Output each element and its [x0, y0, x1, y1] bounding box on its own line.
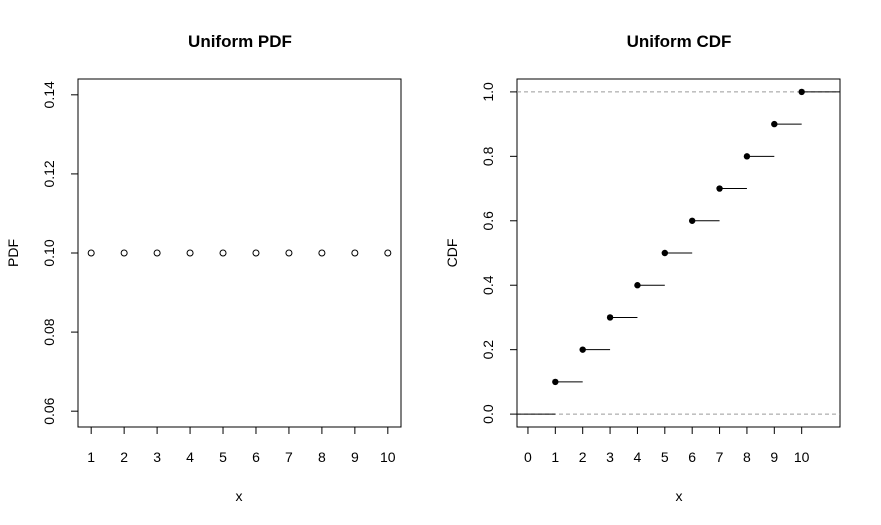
- cdf-x-axis-label: x: [676, 488, 683, 504]
- cdf-x-tick-label: 3: [606, 449, 614, 465]
- pdf-point: [186, 249, 194, 257]
- pdf-y-axis-label: PDF: [5, 239, 21, 267]
- cdf-x-tick-label: 8: [743, 449, 751, 465]
- cdf-title: Uniform CDF: [627, 32, 732, 51]
- pdf-point: [120, 249, 128, 257]
- pdf-y-tick-label: 0.14: [41, 81, 57, 108]
- pdf-point: [351, 249, 359, 257]
- pdf-y-tick-label: 0.12: [41, 160, 57, 187]
- cdf-y-axis: 0.0 0.2 0.4 0.6 0.8 1.0: [480, 82, 517, 424]
- pdf-points: [87, 249, 392, 257]
- pdf-x-tick-label: 5: [219, 449, 227, 465]
- cdf-steps: [517, 88, 840, 415]
- pdf-panel: Uniform PDF 1 2 3 4 5 6 7 8 9 10 0.06 0.08 0.10 0.12…: [5, 32, 402, 504]
- cdf-y-tick-label: 0.2: [480, 340, 496, 360]
- pdf-point: [87, 249, 95, 257]
- cdf-x-tick-label: 7: [716, 449, 724, 465]
- cdf-x-axis: 0 1 2 3 4 5 6 7 8 9 10: [524, 427, 810, 465]
- pdf-x-tick-label: 10: [380, 449, 396, 465]
- cdf-point: [661, 249, 669, 257]
- cdf-x-tick-label: 10: [794, 449, 810, 465]
- cdf-plot-box: [516, 78, 841, 428]
- cdf-y-tick-label: 0.6: [480, 211, 496, 231]
- cdf-point: [552, 378, 559, 386]
- cdf-point: [634, 282, 641, 289]
- pdf-point: [153, 249, 161, 257]
- pdf-point: [318, 249, 326, 257]
- cdf-y-axis-label: CDF: [444, 239, 460, 268]
- pdf-y-tick-label: 0.06: [41, 397, 57, 424]
- cdf-y-tick-label: 0.4: [480, 275, 496, 295]
- pdf-point: [384, 249, 392, 257]
- pdf-x-tick-label: 9: [351, 449, 359, 465]
- pdf-plot-box: [77, 78, 402, 428]
- pdf-x-tick-label: 7: [285, 449, 293, 465]
- cdf-point: [798, 88, 805, 96]
- cdf-x-tick-label: 9: [770, 449, 778, 465]
- pdf-x-axis: 1 2 3 4 5 6 7 8 9 10: [87, 427, 396, 465]
- pdf-x-tick-label: 3: [153, 449, 161, 465]
- cdf-x-tick-label: 5: [661, 449, 669, 465]
- cdf-x-tick-label: 6: [688, 449, 696, 465]
- pdf-y-axis: 0.06 0.08 0.10 0.12 0.14: [41, 81, 78, 425]
- pdf-point: [252, 249, 260, 257]
- cdf-y-tick-label: 1.0: [480, 82, 496, 102]
- cdf-y-tick-label: 0.0: [480, 404, 496, 424]
- cdf-point: [688, 217, 696, 224]
- cdf-point: [743, 153, 751, 160]
- pdf-point: [219, 249, 227, 257]
- cdf-point: [771, 120, 778, 128]
- cdf-point: [716, 185, 723, 192]
- cdf-x-tick-label: 2: [579, 449, 587, 465]
- cdf-x-tick-label: 0: [524, 449, 532, 465]
- pdf-title: Uniform PDF: [188, 32, 292, 51]
- cdf-panel: Uniform CDF 0 1 2 3 4 5 6 7 8 9 10 0.0 0.2 0.4 0.6 0.8…: [444, 32, 841, 504]
- pdf-x-axis-label: x: [236, 488, 243, 504]
- pdf-x-tick-label: 2: [120, 449, 128, 465]
- cdf-reference-lines: [517, 91, 840, 415]
- cdf-x-tick-label: 1: [551, 449, 559, 465]
- pdf-point: [285, 249, 293, 257]
- cdf-y-tick-label: 0.8: [480, 146, 496, 166]
- pdf-x-tick-label: 8: [318, 449, 326, 465]
- pdf-y-tick-label: 0.10: [41, 239, 57, 266]
- cdf-point: [606, 314, 614, 321]
- pdf-x-tick-label: 4: [186, 449, 194, 465]
- pdf-y-tick-label: 0.08: [41, 318, 57, 345]
- cdf-x-tick-label: 4: [634, 449, 642, 465]
- pdf-x-tick-label: 6: [252, 449, 260, 465]
- cdf-point: [579, 346, 586, 353]
- pdf-x-tick-label: 1: [87, 449, 95, 465]
